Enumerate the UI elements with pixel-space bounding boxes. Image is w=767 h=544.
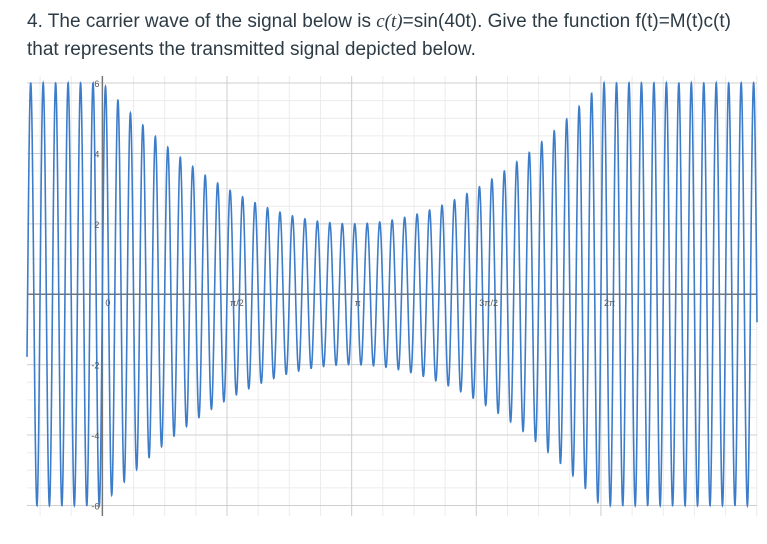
y-tick-label: 2: [94, 220, 99, 230]
x-tick-label: π: [355, 298, 361, 308]
major-grid: [27, 76, 757, 516]
carrier-formula-rhs: =sin(40t): [402, 11, 478, 32]
minor-grid: [27, 76, 758, 516]
carrier-formula-lhs: c(t): [376, 11, 403, 32]
question-tail: . Give the function f(t)=M(t)c(t) that r…: [27, 11, 731, 60]
x-tick-label: 2π: [604, 298, 615, 308]
y-tick-label: -2: [91, 361, 99, 371]
question-number: 4.: [27, 11, 43, 32]
x-tick-label: 3π/2: [479, 298, 498, 308]
tick-labels: 0 π/2 π 3π/2 2π 6 4 2 -2 -4 -6: [91, 79, 615, 511]
y-tick-label: -6: [91, 501, 99, 511]
signal-series-line: [26, 80, 758, 509]
x-tick-label: 0: [105, 298, 110, 308]
signal-chart: 0 π/2 π 3π/2 2π 6 4 2 -2 -4 -6: [0, 70, 767, 544]
axes: [27, 76, 757, 516]
y-tick-label: 6: [94, 79, 99, 89]
y-tick-label: 4: [94, 149, 99, 159]
question-lead: The carrier wave of the signal below is: [47, 11, 377, 32]
y-tick-label: -4: [91, 431, 99, 441]
question-text: 4. The carrier wave of the signal below …: [27, 8, 757, 64]
x-tick-label: π/2: [230, 298, 244, 308]
series-group: [26, 80, 758, 509]
signal-chart-svg: 0 π/2 π 3π/2 2π 6 4 2 -2 -4 -6: [26, 76, 758, 516]
